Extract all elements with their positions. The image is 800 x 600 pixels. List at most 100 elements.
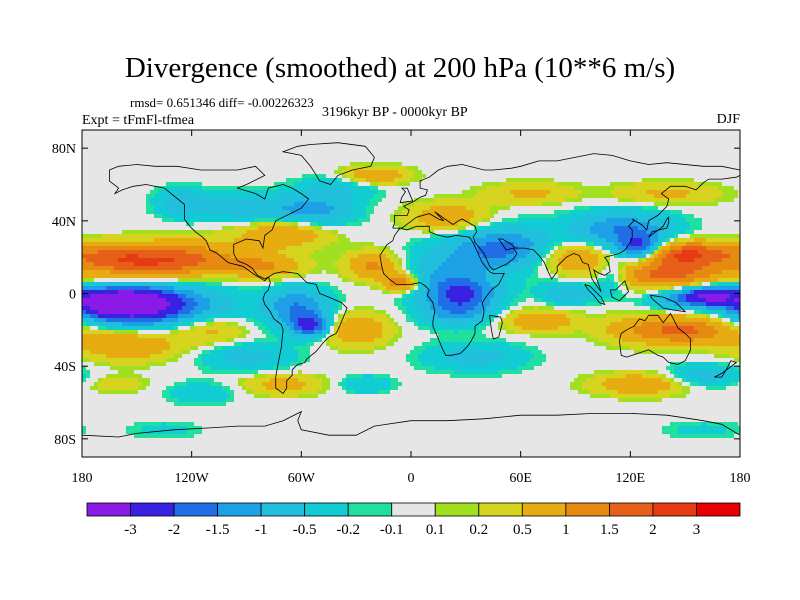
field-cell [134,370,203,375]
field-cell [722,250,741,255]
field-cell [326,298,339,303]
field-cell [650,242,655,247]
field-cell [174,382,187,387]
field-cell [270,278,283,283]
field-cell [150,286,175,291]
field-cell [342,378,347,383]
field-cell [546,230,567,235]
field-cell [82,134,741,139]
field-cell [606,266,619,271]
field-cell [202,186,279,191]
field-cell [510,190,551,195]
field-cell [410,254,423,259]
field-cell [510,306,523,311]
field-cell [222,382,239,387]
field-cell [642,242,651,247]
field-cell [254,322,263,327]
field-cell [414,290,419,295]
field-cell [82,378,87,383]
field-cell [566,274,591,279]
field-cell [650,270,695,275]
field-cell [698,294,731,299]
y-tick-label: 80S [54,433,76,448]
field-cell [230,350,267,355]
field-cell [170,330,179,335]
field-cell [394,302,403,307]
field-cell [202,294,231,299]
field-cell [450,238,475,243]
field-cell [158,310,179,315]
field-cell [658,238,663,243]
field-cell [698,182,723,187]
field-cell [570,322,611,327]
field-cell [330,334,339,339]
field-cell [634,326,663,331]
field-cell [714,354,731,359]
colorbar-swatch [391,502,436,517]
field-cell [618,278,623,283]
field-cell [682,210,741,215]
field-cell [466,226,475,231]
field-cell [122,230,215,235]
field-cell [302,190,355,195]
field-cell [710,262,741,267]
field-cell [290,366,415,371]
field-cell [626,286,631,291]
field-cell [650,254,655,259]
field-cell [518,258,535,263]
field-cell [406,310,419,315]
field-cell [418,218,471,223]
field-cell [726,370,741,375]
field-cell [470,278,487,283]
field-cell [342,314,387,319]
field-cell [430,246,459,251]
field-cell [410,178,423,183]
field-cell [706,238,741,243]
field-cell [230,294,267,299]
field-cell [654,246,659,251]
y-tick-label: 0 [69,288,76,303]
field-cell [458,302,463,307]
field-cell [370,182,379,187]
field-cell [338,330,383,335]
field-cell [334,326,339,331]
field-cell [554,250,567,255]
field-cell [546,250,551,255]
field-cell [374,194,387,199]
field-cell [670,378,675,383]
field-cell [706,302,741,307]
field-cell [350,198,371,203]
field-cell [166,182,203,187]
field-cell [514,194,547,199]
field-cell [98,282,171,287]
field-cell [530,262,539,267]
field-cell [202,354,223,359]
field-cell [486,274,511,279]
field-cell [502,374,579,379]
field-cell [138,330,171,335]
field-cell [82,262,95,267]
field-cell [626,250,643,255]
x-tick-label: 60W [288,471,316,486]
x-tick-label: 180 [72,471,93,486]
field-cell [254,390,319,395]
field-cell [82,398,167,403]
field-cell [634,270,651,275]
field-cell [298,350,311,355]
field-cell [530,358,547,363]
field-cell [466,206,491,211]
field-cell [338,294,347,299]
field-cell [170,210,291,215]
field-cell [246,386,267,391]
field-cell [734,434,741,439]
field-cell [418,326,431,331]
field-cell [350,162,403,167]
field-cell [342,174,347,179]
field-cell [686,194,723,199]
field-cell [82,334,139,339]
field-cell [318,302,331,307]
field-cell [486,306,499,311]
field-cell [222,290,275,295]
field-cell [650,274,687,279]
field-cell [514,242,535,247]
